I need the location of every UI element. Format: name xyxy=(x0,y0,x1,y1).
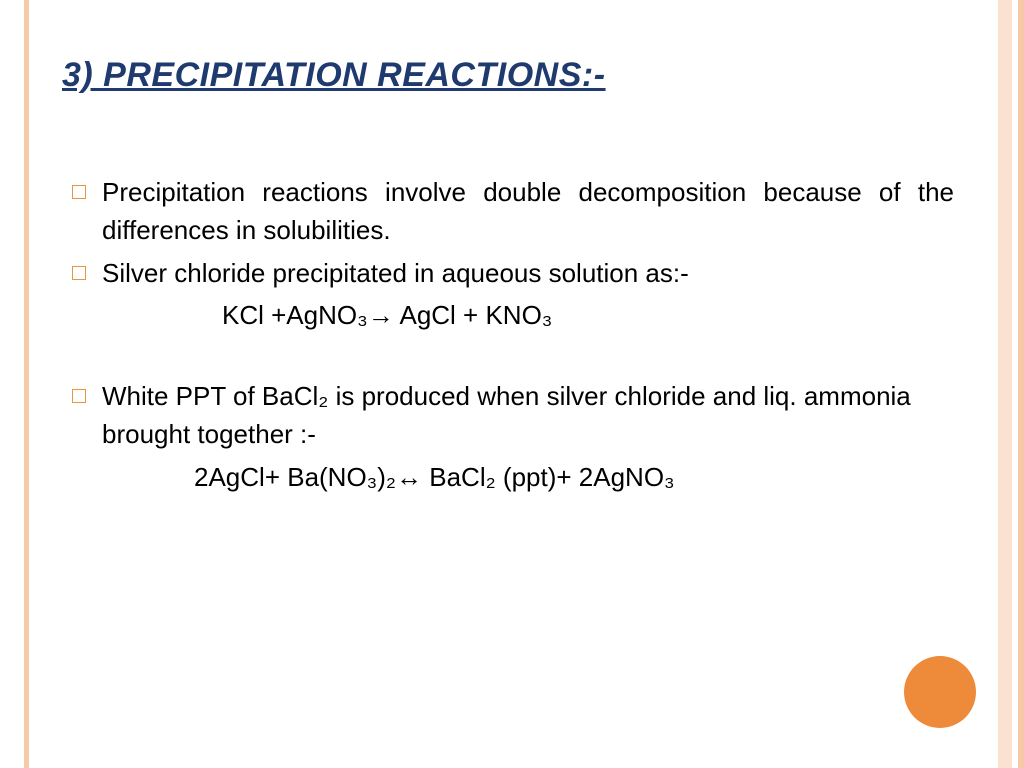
bullet-point: White PPT of BaCl₂ is produced when silv… xyxy=(102,377,954,454)
slide-content: 3) PRECIPITATION REACTIONS:- Precipitati… xyxy=(62,56,964,500)
bullet-point: Precipitation reactions involve double d… xyxy=(102,173,954,250)
left-border-stripe xyxy=(24,0,29,768)
right-border-dark xyxy=(1018,0,1024,768)
chemical-equation: 2AgCl+ Ba(NO₃)₂↔ BaCl₂ (ppt)+ 2AgNO₃ xyxy=(102,458,954,496)
decorative-circle-icon xyxy=(904,656,976,728)
right-border-light xyxy=(998,0,1012,768)
spacer xyxy=(102,339,954,377)
chemical-equation: KCl +AgNO₃→ AgCl + KNO₃ xyxy=(102,296,954,334)
slide-title: 3) PRECIPITATION REACTIONS:- xyxy=(62,56,964,95)
bullet-point: Silver chloride precipitated in aqueous … xyxy=(102,254,954,292)
body-text: Precipitation reactions involve double d… xyxy=(62,173,964,496)
